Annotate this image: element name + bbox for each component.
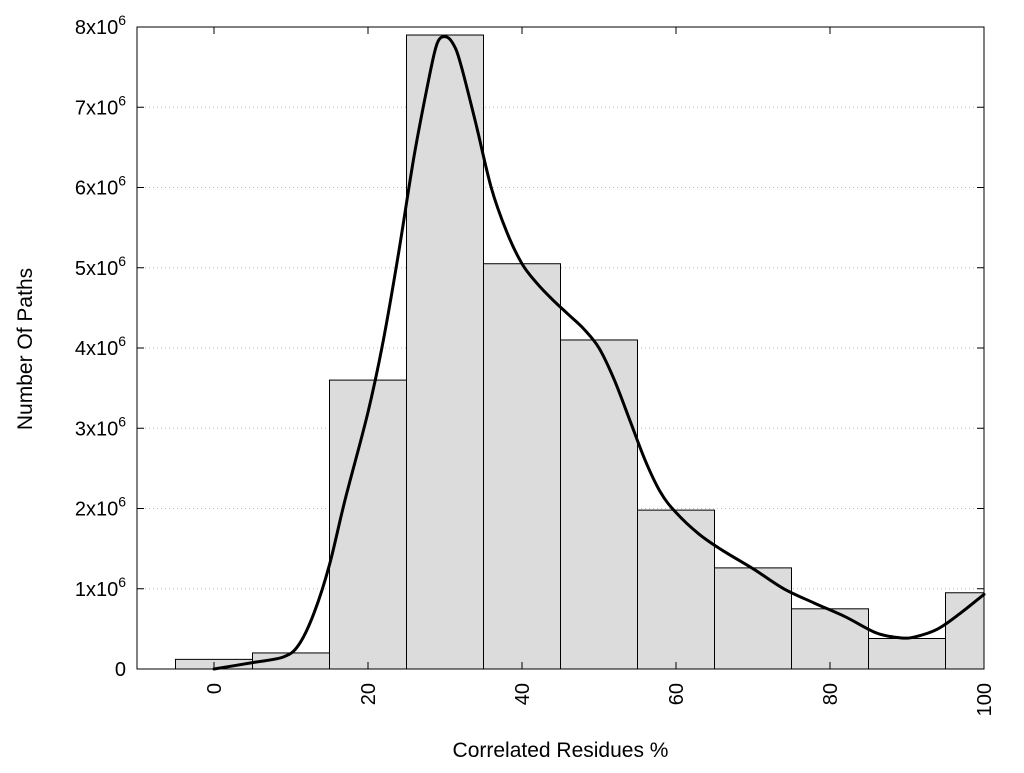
y-tick-label: 3x106 (75, 413, 126, 440)
y-axis-title: Number Of Paths (14, 268, 37, 430)
x-axis-title: Correlated Residues % (453, 739, 669, 762)
histogram-bar (945, 592, 985, 670)
x-tick-label: 0 (204, 683, 226, 694)
y-tick-label: 7x106 (75, 92, 126, 119)
bars-layer (175, 34, 985, 670)
histogram-bar (791, 608, 869, 670)
x-tick-label: 100 (974, 683, 996, 716)
histogram-bar (406, 34, 484, 670)
y-tick-label: 4x106 (75, 333, 126, 360)
curve-layer (212, 35, 986, 671)
histogram-bar (868, 638, 946, 670)
x-tick-label: 40 (512, 683, 534, 705)
y-tick-label: 1x106 (75, 574, 126, 601)
y-tick-label: 6x106 (75, 173, 126, 200)
histogram-bar (637, 509, 715, 670)
density-curve (212, 35, 986, 671)
y-tick-label: 5x106 (75, 253, 126, 280)
histogram-bar (329, 379, 407, 670)
histogram-bar (714, 567, 792, 670)
x-tick-label: 80 (820, 683, 842, 705)
y-tick-label: 0 (115, 659, 126, 681)
ticks-layer: 0 1x106 2x106 3x106 4x106 5x106 6x106 7x106 8x10… (75, 12, 996, 716)
x-tick-label: 20 (358, 683, 380, 705)
histogram-bar (483, 263, 561, 670)
y-tick-label: 8x106 (75, 12, 126, 39)
x-tick-label: 60 (666, 683, 688, 705)
y-tick-label: 2x106 (75, 494, 126, 521)
histogram-bar (560, 339, 638, 670)
